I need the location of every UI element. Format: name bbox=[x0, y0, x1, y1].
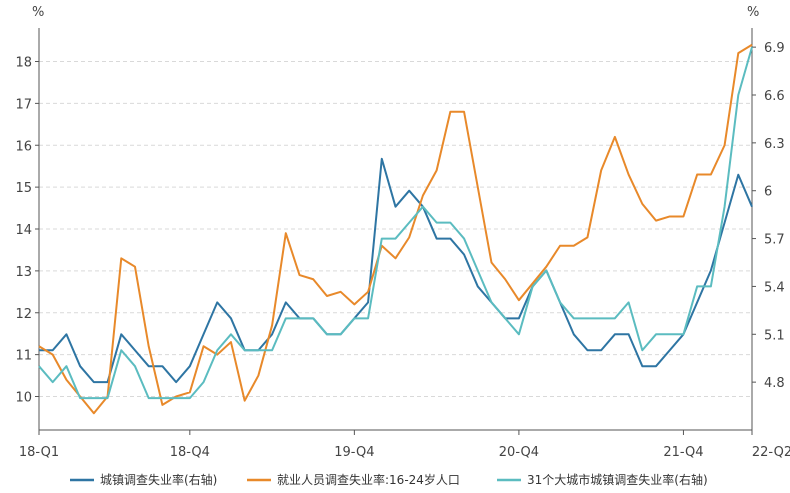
legend: 城镇调查失业率(右轴) 就业人员调查失业率:16-24岁人口 31个大城市城镇调查失… bbox=[70, 472, 708, 487]
left-tick-label: 16 bbox=[15, 139, 32, 154]
x-tick-label: 18-Q1 bbox=[19, 445, 59, 460]
right-tick-label: 5.1 bbox=[764, 328, 785, 343]
right-axis-unit: % bbox=[747, 5, 759, 20]
left-tick-label: 11 bbox=[15, 349, 32, 364]
left-tick-label: 10 bbox=[15, 391, 32, 406]
x-tick-label: 18-Q4 bbox=[170, 445, 210, 460]
left-axis-ticks: 10 11 12 13 14 15 16 17 18 bbox=[15, 56, 39, 406]
left-axis-unit: % bbox=[32, 5, 44, 20]
right-tick-label: 6 bbox=[764, 185, 772, 200]
x-axis-ticks: 18-Q1 18-Q4 19-Q4 20-Q4 21-Q4 22-Q2 bbox=[19, 430, 790, 460]
series-lines bbox=[38, 43, 753, 415]
left-tick-label: 14 bbox=[15, 223, 32, 238]
left-tick-label: 12 bbox=[15, 307, 32, 322]
legend-label-3: 31个大城市城镇调查失业率(右轴) bbox=[527, 472, 708, 487]
left-tick-label: 13 bbox=[15, 265, 32, 280]
right-tick-label: 6.6 bbox=[764, 89, 785, 104]
right-tick-label: 5.4 bbox=[764, 280, 785, 295]
right-tick-label: 5.7 bbox=[764, 233, 785, 248]
x-tick-label: 21-Q4 bbox=[663, 445, 703, 460]
x-tick-label: 22-Q2 bbox=[752, 445, 790, 460]
series-line-3 bbox=[38, 46, 753, 400]
left-tick-label: 15 bbox=[15, 181, 32, 196]
right-tick-label: 6.3 bbox=[764, 137, 785, 152]
legend-label-2: 就业人员调查失业率:16-24岁人口 bbox=[277, 472, 460, 487]
series-line-1 bbox=[39, 157, 753, 384]
right-axis-ticks: 4.8 5.1 5.4 5.7 6 6.3 6.6 6.9 bbox=[752, 41, 785, 391]
right-tick-label: 4.8 bbox=[764, 376, 785, 391]
x-tick-label: 20-Q4 bbox=[499, 445, 539, 460]
x-tick-label: 19-Q4 bbox=[334, 445, 374, 460]
left-tick-label: 18 bbox=[15, 56, 32, 71]
series-line-2 bbox=[38, 43, 753, 415]
right-tick-label: 6.9 bbox=[764, 41, 785, 56]
legend-label-1: 城镇调查失业率(右轴) bbox=[100, 472, 217, 487]
left-tick-label: 17 bbox=[15, 97, 32, 112]
